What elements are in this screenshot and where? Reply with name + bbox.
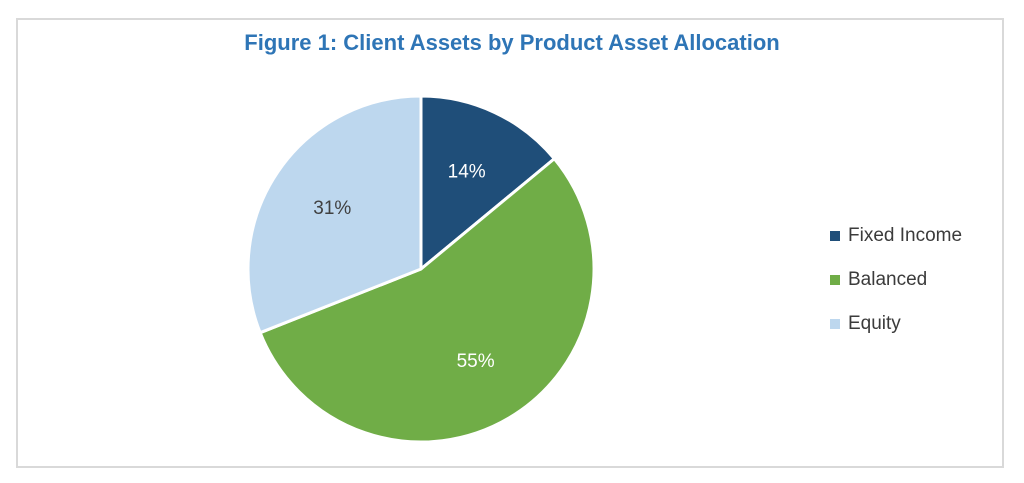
pie-slice-labels: 14% 55% 31% [313, 161, 494, 371]
pie-slice-balanced [258, 157, 596, 444]
pie-slices [246, 94, 596, 444]
data-label-equity: 31% [313, 198, 351, 219]
data-label-fixed-income: 14% [448, 161, 486, 182]
legend-swatch [830, 275, 840, 285]
legend-label: Balanced [848, 269, 928, 290]
legend-swatch [830, 319, 840, 329]
chart-title: Figure 1: Client Assets by Product Asset… [244, 30, 780, 55]
pie-slice-fixed-income [419, 94, 556, 271]
data-label-balanced: 55% [457, 351, 495, 372]
chart-legend: Fixed Income Balanced Equity [830, 214, 962, 346]
pie-slice-equity [246, 94, 423, 335]
legend-label: Fixed Income [848, 225, 963, 246]
legend-label: Equity [848, 313, 901, 334]
legend-item-fixed-income: Fixed Income [830, 214, 962, 258]
legend-item-balanced: Balanced [830, 258, 962, 302]
legend-item-equity: Equity [830, 302, 962, 346]
legend-swatch [830, 231, 840, 241]
